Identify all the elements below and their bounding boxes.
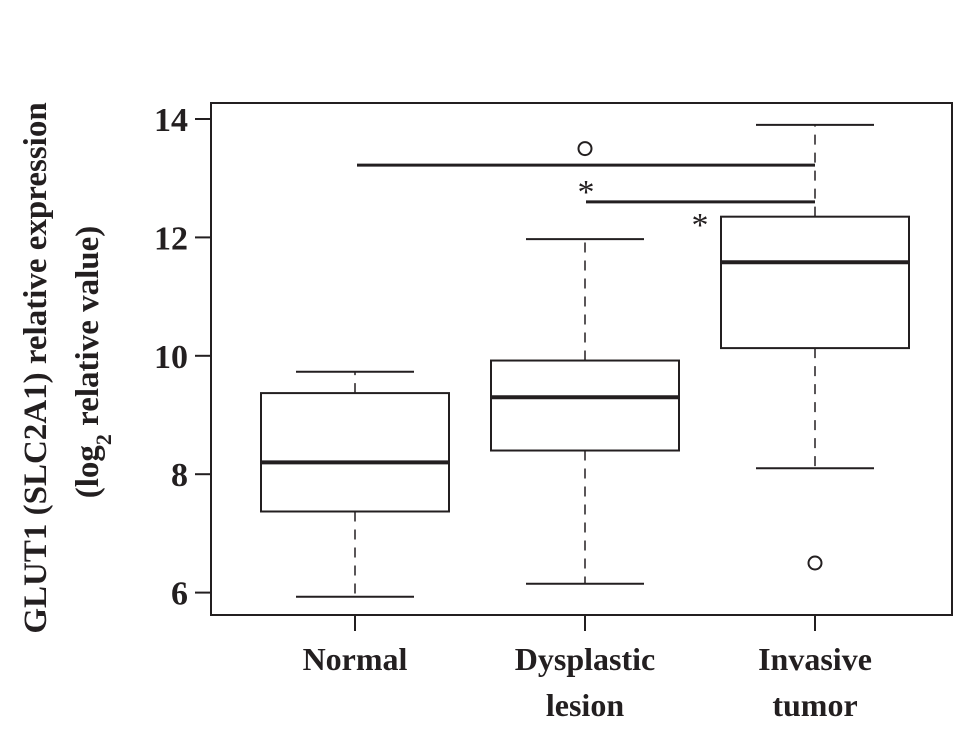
y-tick-label: 14	[154, 102, 188, 139]
y-tick-label: 10	[154, 339, 188, 376]
y-axis: 6 8 10 12 14	[154, 102, 212, 613]
x-tick-label: Invasive	[758, 641, 872, 677]
box-1	[260, 370, 450, 598]
outlier-point	[577, 141, 593, 157]
significance-annotations: **	[357, 163, 815, 244]
box-series	[260, 123, 910, 598]
box-2	[490, 141, 680, 585]
y-axis-label-rest: relative value)	[70, 226, 106, 434]
significance-star: *	[578, 174, 595, 211]
significance-star: *	[692, 207, 709, 244]
x-tick-label: lesion	[546, 687, 624, 723]
x-axis-labels: Normal Dysplastic lesion Invasive tumor	[303, 614, 872, 723]
outlier-point	[807, 555, 823, 571]
y-axis-label-log: (log	[70, 445, 106, 499]
iqr-box	[490, 359, 680, 452]
x-tick-label: Normal	[303, 641, 408, 677]
x-tick-label: Dysplastic	[515, 641, 655, 677]
y-axis-title: GLUT1 (SLC2A1) relative expression (log2…	[18, 102, 116, 633]
y-axis-label-line2: (log2 relative value)	[70, 226, 116, 499]
x-tick-label: tumor	[772, 687, 857, 723]
y-tick-label: 8	[171, 457, 188, 494]
y-tick-label: 6	[171, 576, 188, 613]
box-3	[720, 123, 910, 571]
iqr-box	[260, 392, 450, 513]
y-axis-label-line1: GLUT1 (SLC2A1) relative expression	[18, 102, 54, 633]
iqr-box	[720, 215, 910, 350]
y-axis-label-subscript: 2	[91, 434, 116, 445]
y-tick-label: 12	[154, 220, 188, 257]
